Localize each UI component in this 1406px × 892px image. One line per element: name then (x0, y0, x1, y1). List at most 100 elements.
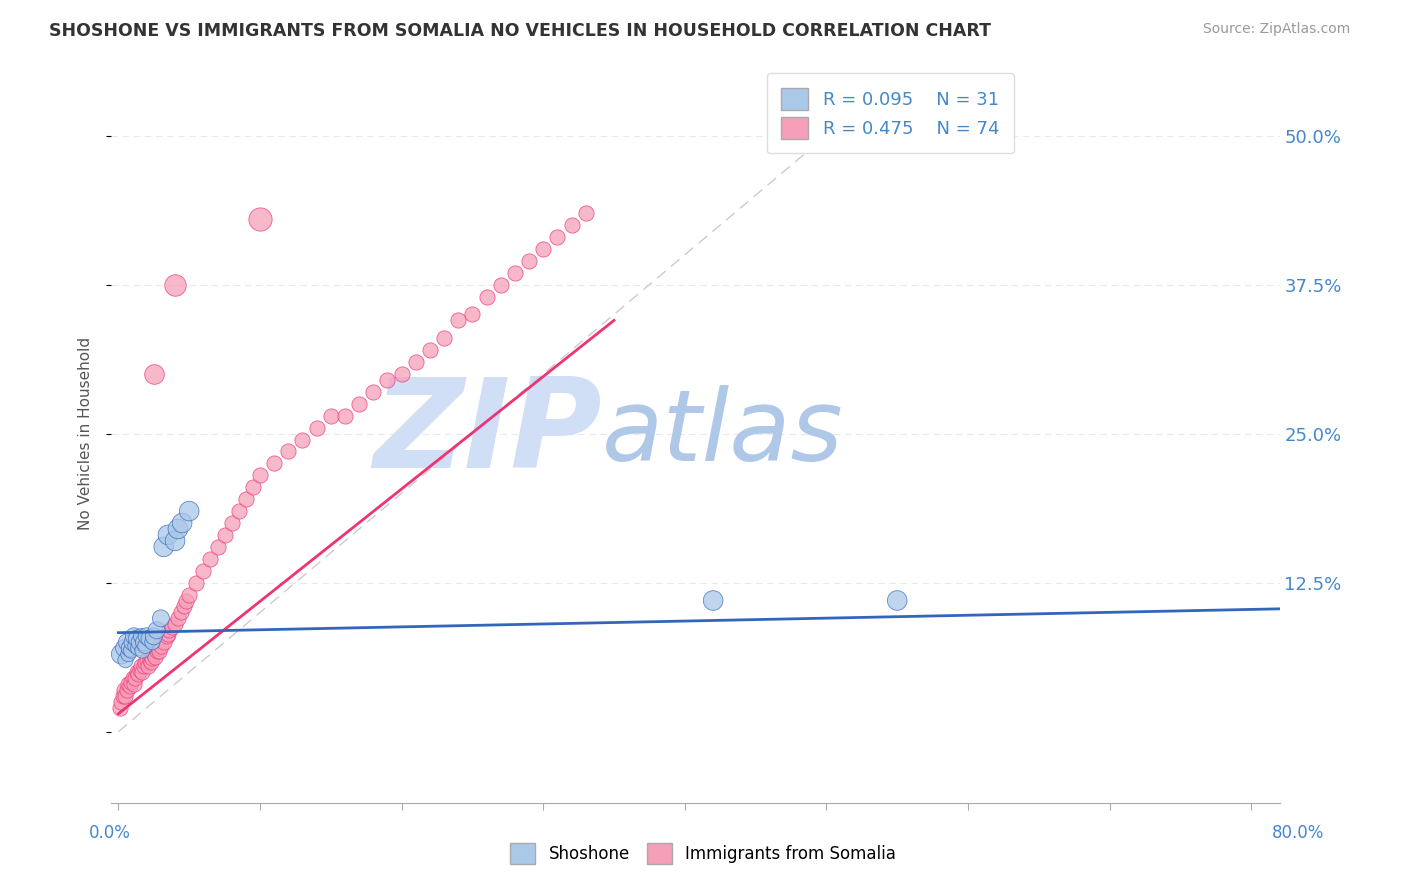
Point (146, 641, 169, 656)
Point (249, 212, 271, 227)
Point (124, 671, 146, 685)
Point (167, 522, 190, 536)
Point (139, 656, 162, 670)
Point (120, 674, 142, 689)
Point (114, 653, 136, 667)
Point (152, 635, 174, 649)
Point (419, 343, 441, 358)
Point (110, 647, 132, 661)
Point (291, 433, 314, 447)
Point (305, 420, 328, 434)
Point (347, 397, 370, 411)
Point (127, 667, 149, 681)
Point (165, 617, 187, 632)
Point (405, 355, 427, 369)
Point (121, 671, 143, 685)
Point (461, 307, 484, 321)
Text: SHOSHONE VS IMMIGRANTS FROM SOMALIA NO VEHICLES IN HOUSEHOLD CORRELATION CHART: SHOSHONE VS IMMIGRANTS FROM SOMALIA NO V… (49, 22, 991, 40)
Point (503, 266, 526, 280)
Point (165, 533, 187, 548)
Point (145, 643, 167, 657)
Text: 0.0%: 0.0% (89, 824, 131, 842)
Point (149, 639, 172, 653)
Point (125, 632, 148, 646)
Point (142, 647, 165, 661)
Point (167, 611, 190, 625)
Point (377, 373, 399, 387)
Point (391, 367, 413, 381)
Point (132, 659, 155, 673)
Point (200, 551, 222, 566)
Y-axis label: No Vehicles in Household: No Vehicles in Household (79, 337, 93, 530)
Point (242, 480, 264, 494)
Point (235, 492, 257, 507)
Point (122, 629, 145, 643)
Point (141, 650, 163, 665)
Point (142, 629, 165, 643)
Point (560, 218, 582, 232)
Point (122, 677, 145, 691)
Point (135, 653, 157, 667)
Point (108, 700, 131, 714)
Point (277, 444, 299, 458)
Point (186, 575, 208, 590)
Point (173, 599, 195, 614)
Text: 80.0%: 80.0% (1272, 824, 1324, 842)
Point (143, 649, 166, 664)
Point (361, 384, 384, 399)
Point (125, 665, 148, 679)
Point (319, 409, 342, 423)
Point (132, 635, 155, 649)
Point (546, 230, 568, 244)
Point (207, 540, 229, 554)
Point (131, 643, 153, 657)
Point (129, 629, 152, 643)
Point (129, 659, 152, 673)
Point (110, 695, 132, 709)
Text: atlas: atlas (602, 385, 844, 482)
Point (138, 632, 160, 646)
Point (135, 629, 157, 643)
Point (120, 643, 142, 657)
Point (214, 528, 236, 542)
Point (263, 457, 285, 471)
Point (575, 206, 598, 220)
Point (124, 639, 146, 653)
Text: ZIP: ZIP (373, 373, 602, 494)
Point (475, 289, 498, 303)
Point (127, 641, 149, 656)
Legend: Shoshone, Immigrants from Somalia: Shoshone, Immigrants from Somalia (503, 837, 903, 871)
Point (179, 504, 201, 518)
Point (152, 540, 174, 554)
Point (112, 641, 135, 656)
Point (157, 624, 180, 638)
Point (118, 679, 141, 693)
Point (136, 659, 159, 673)
Point (156, 627, 179, 641)
Point (179, 588, 201, 602)
Point (517, 253, 540, 268)
Point (228, 504, 250, 518)
Point (886, 593, 908, 607)
Point (148, 643, 170, 657)
Point (118, 641, 141, 656)
Point (134, 639, 156, 653)
Point (131, 665, 153, 679)
Point (193, 564, 215, 578)
Text: Source: ZipAtlas.com: Source: ZipAtlas.com (1202, 22, 1350, 37)
Point (149, 611, 172, 625)
Point (117, 677, 139, 691)
Point (702, 593, 724, 607)
Point (115, 635, 138, 649)
Point (141, 635, 163, 649)
Point (176, 593, 198, 607)
Point (142, 367, 165, 381)
Point (160, 620, 183, 634)
Point (128, 663, 150, 677)
Point (172, 516, 194, 530)
Point (221, 516, 243, 530)
Point (128, 635, 150, 649)
Point (112, 682, 135, 697)
Point (333, 409, 356, 423)
Point (111, 689, 134, 703)
